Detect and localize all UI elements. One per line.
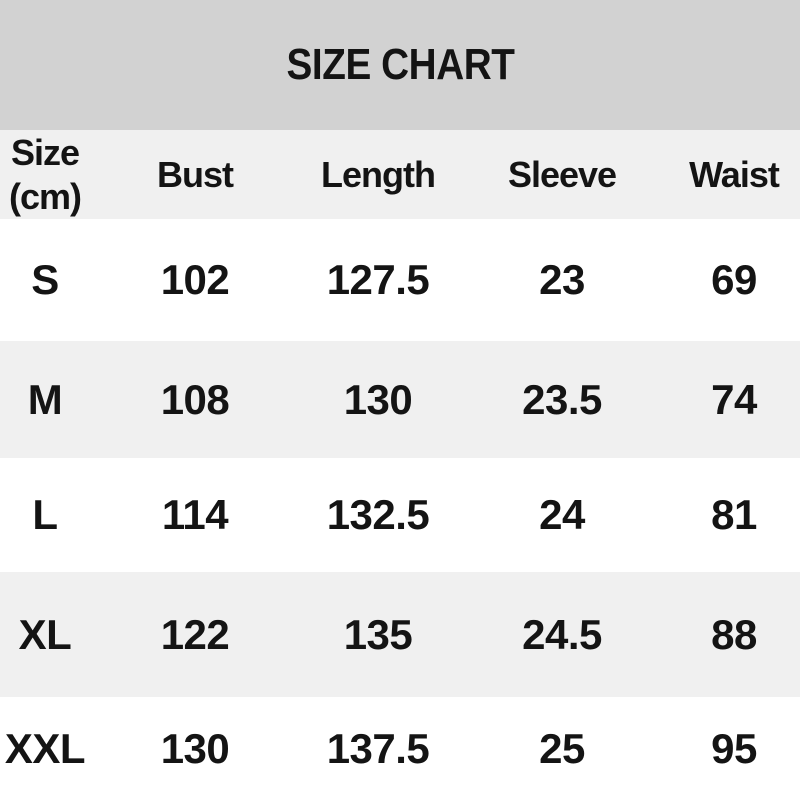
cell-waist: 69 xyxy=(711,256,757,303)
table-header: Size (cm) Bust Length Sleeve Waist xyxy=(0,130,800,219)
cell-size: M xyxy=(27,375,63,423)
cell-length: 135 xyxy=(343,610,413,658)
size-chart-table: Size (cm) Bust Length Sleeve Waist S 102… xyxy=(0,130,800,800)
cell-length: 137.5 xyxy=(326,724,430,772)
cell-sleeve: 24.5 xyxy=(522,610,602,658)
table-row: M 108 130 23.5 74 xyxy=(0,341,800,458)
cell-bust: 122 xyxy=(160,610,230,658)
col-header-bust: Bust xyxy=(90,130,300,219)
col-header-size-line1: Size xyxy=(10,132,80,174)
table-row: S 102 127.5 23 69 xyxy=(0,219,800,341)
table-body: S 102 127.5 23 69 M 108 130 23.5 74 L 11… xyxy=(0,219,800,800)
title-band: SIZE CHART xyxy=(0,0,800,130)
cell-size: S xyxy=(31,256,59,303)
table-row: XL 122 135 24.5 88 xyxy=(0,572,800,697)
cell-sleeve: 25 xyxy=(539,724,585,772)
cell-length: 132.5 xyxy=(326,491,430,538)
cell-size: XXL xyxy=(4,724,86,772)
page-title: SIZE CHART xyxy=(271,43,530,87)
cell-waist: 74 xyxy=(711,375,757,423)
cell-sleeve: 23.5 xyxy=(522,375,602,423)
col-header-size: Size (cm) xyxy=(0,130,90,219)
cell-bust: 102 xyxy=(160,256,230,303)
cell-length: 130 xyxy=(343,375,413,423)
table-row: XXL 130 137.5 25 95 xyxy=(0,697,800,800)
cell-bust: 114 xyxy=(161,491,229,538)
cell-waist: 81 xyxy=(711,491,757,538)
header-row: Size (cm) Bust Length Sleeve Waist xyxy=(0,130,800,219)
cell-waist: 88 xyxy=(711,610,757,658)
col-header-waist: Waist xyxy=(668,130,800,219)
cell-size: XL xyxy=(18,610,72,658)
cell-bust: 108 xyxy=(160,375,230,423)
col-header-sleeve: Sleeve xyxy=(456,130,668,219)
cell-length: 127.5 xyxy=(326,256,430,303)
cell-sleeve: 24 xyxy=(539,491,585,538)
cell-waist: 95 xyxy=(711,724,757,772)
page-title-text: SIZE CHART xyxy=(286,40,514,89)
cell-sleeve: 23 xyxy=(539,256,585,303)
table-row: L 114 132.5 24 81 xyxy=(0,458,800,572)
col-header-size-line2: (cm) xyxy=(8,175,82,217)
cell-bust: 130 xyxy=(160,724,230,772)
cell-size: L xyxy=(32,491,58,538)
col-header-length: Length xyxy=(300,130,456,219)
